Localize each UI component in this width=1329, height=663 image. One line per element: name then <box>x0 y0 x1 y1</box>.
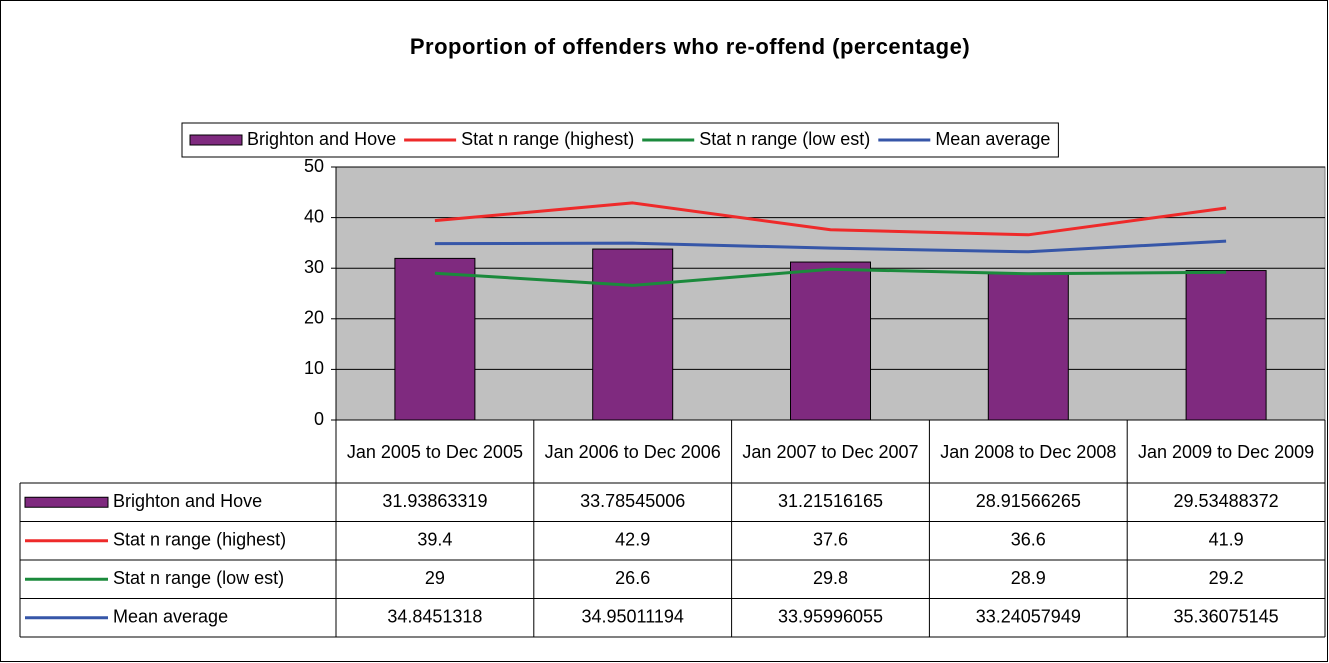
y-tick-label: 30 <box>304 257 324 277</box>
table-value: 29 <box>425 568 445 588</box>
category-cell: Jan 2009 to Dec 2009 <box>1138 441 1315 462</box>
table-value: 36.6 <box>1011 530 1046 550</box>
legend-label: Stat n range (highest) <box>461 129 634 149</box>
bar <box>394 257 476 421</box>
legend-box <box>181 122 1059 158</box>
table-value: 28.91566265 <box>976 491 1081 511</box>
table-value: 31.93863319 <box>382 491 487 511</box>
table-value: 28.9 <box>1011 568 1046 588</box>
y-tick-label: 0 <box>314 409 324 429</box>
legend-label: Brighton and Hove <box>247 129 396 149</box>
y-tick-label: 50 <box>304 156 324 176</box>
table-value: 29.2 <box>1209 568 1244 588</box>
line-series <box>434 239 1227 254</box>
x-tick-label: Jan 2008 to Dec 2008 <box>940 441 1117 462</box>
y-tick-label: 20 <box>304 308 324 328</box>
table-value: 41.9 <box>1209 530 1244 550</box>
table-value: 33.78545006 <box>580 491 685 511</box>
y-tick-label: 10 <box>304 358 324 378</box>
x-tick-label: Jan 2007 to Dec 2007 <box>742 441 919 462</box>
table-value: 31.21516165 <box>778 491 883 511</box>
y-tick-label: 40 <box>304 206 324 226</box>
x-tick-label: Jan 2005 to Dec 2005 <box>346 441 523 462</box>
bar <box>592 248 674 421</box>
bar <box>987 273 1069 421</box>
x-tick-label: Jan 2009 to Dec 2009 <box>1138 441 1315 462</box>
table-value: 26.6 <box>615 568 650 588</box>
table-row-label: Mean average <box>113 607 228 627</box>
line-series <box>434 201 1227 237</box>
category-cell: Jan 2006 to Dec 2006 <box>544 441 721 462</box>
table-value: 35.36075145 <box>1174 607 1279 627</box>
bar <box>1185 270 1267 421</box>
table-value: 34.95011194 <box>581 607 683 627</box>
table-row-label: Stat n range (low est) <box>113 568 284 588</box>
x-tick-label: Jan 2006 to Dec 2006 <box>544 441 721 462</box>
table-key <box>24 496 109 508</box>
table-value: 29.8 <box>813 568 848 588</box>
table-value: 42.9 <box>615 530 650 550</box>
table-value: 34.8451318 <box>387 607 482 627</box>
table-row-label: Stat n range (highest) <box>113 530 286 550</box>
line-series <box>434 267 1227 287</box>
table-value: 33.95996055 <box>778 607 883 627</box>
legend-label: Mean average <box>935 129 1050 149</box>
table-value: 33.24057949 <box>976 607 1081 627</box>
category-cell: Jan 2008 to Dec 2008 <box>940 441 1117 462</box>
table-value: 29.53488372 <box>1174 491 1279 511</box>
table-value: 39.4 <box>417 530 452 550</box>
legend-key <box>189 134 243 146</box>
table-value: 37.6 <box>813 530 848 550</box>
table-row-label: Brighton and Hove <box>113 491 262 511</box>
bar <box>790 261 871 421</box>
chart-title: Proportion of offenders who re-offend (p… <box>410 34 970 59</box>
legend-label: Stat n range (low est) <box>699 129 870 149</box>
category-cell: Jan 2007 to Dec 2007 <box>742 441 919 462</box>
category-cell: Jan 2005 to Dec 2005 <box>346 441 523 462</box>
